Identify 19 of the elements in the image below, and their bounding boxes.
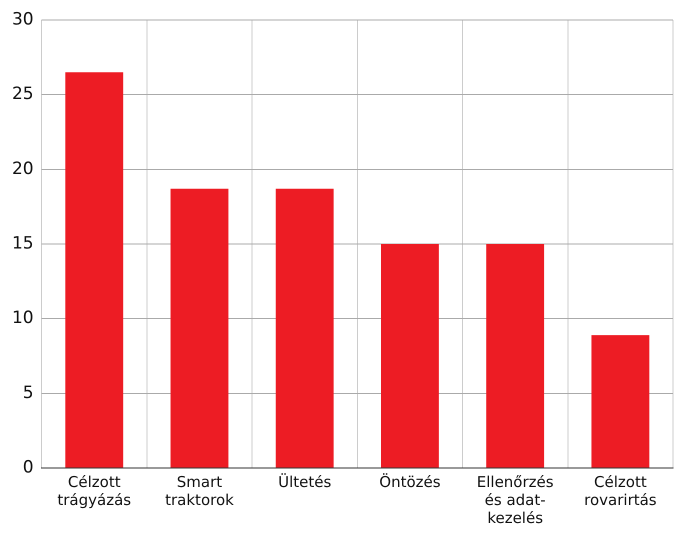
y-tick-label: 10 — [12, 308, 34, 328]
x-tick-label: Célzott trágyázás — [57, 472, 132, 509]
bar — [170, 188, 228, 468]
bar — [591, 335, 650, 468]
y-tick-label: 30 — [12, 9, 34, 30]
x-tick-label: Ültetés — [278, 472, 332, 491]
y-tick-label: 25 — [12, 84, 34, 104]
x-tick-label: Öntözés — [379, 472, 441, 491]
x-tick-label: Ellenőrzés és adat- kezelés — [476, 472, 554, 527]
bar — [486, 244, 544, 468]
y-tick-label: 15 — [12, 233, 34, 254]
y-tick-label: 5 — [22, 382, 34, 403]
bar — [276, 188, 334, 468]
x-tick-label: Célzott rovarirtás — [584, 472, 657, 509]
bar — [380, 244, 439, 468]
x-tick-label: Smart traktorok — [165, 472, 234, 509]
y-tick-label: 0 — [22, 457, 34, 478]
y-tick-label: 20 — [12, 158, 34, 179]
bar — [65, 72, 124, 468]
